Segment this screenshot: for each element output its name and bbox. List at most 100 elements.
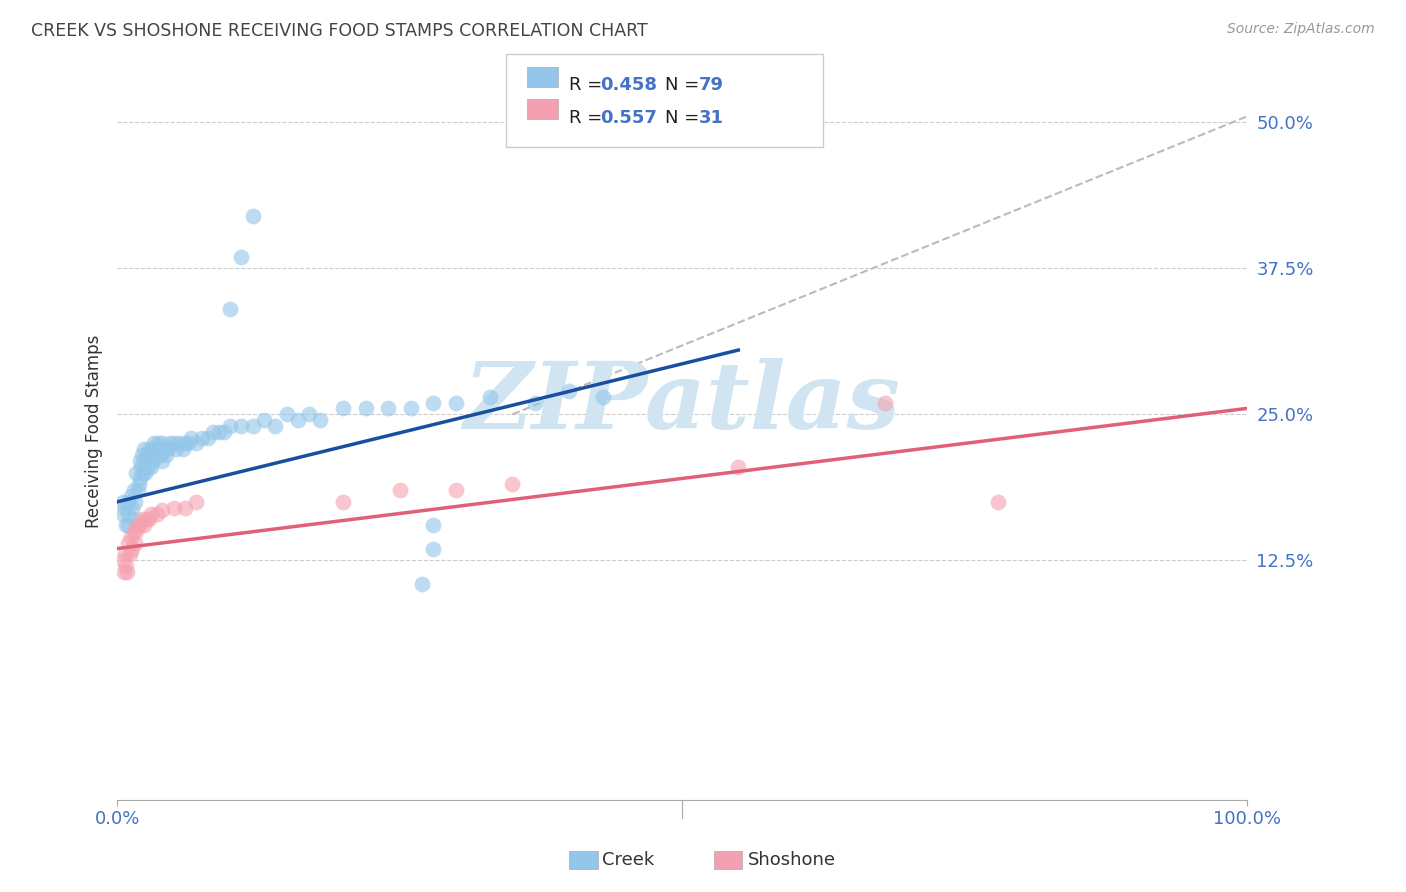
Point — [501, 477, 523, 491]
Point — [150, 503, 173, 517]
Point — [121, 541, 143, 556]
Point — [128, 471, 150, 485]
Point — [478, 390, 501, 404]
Point — [444, 483, 467, 498]
Point — [120, 530, 142, 544]
Point — [276, 407, 298, 421]
Text: 31: 31 — [699, 109, 724, 127]
Point — [111, 553, 134, 567]
Point — [143, 436, 166, 450]
Point — [242, 209, 264, 223]
Point — [191, 431, 214, 445]
Point — [125, 466, 148, 480]
Point — [127, 483, 149, 498]
Point — [153, 442, 176, 457]
Point — [139, 507, 162, 521]
Point — [264, 419, 287, 434]
Point — [219, 419, 242, 434]
Point — [135, 512, 157, 526]
Point — [117, 518, 139, 533]
Point — [524, 395, 547, 409]
Point — [163, 500, 186, 515]
Text: R =: R = — [569, 109, 609, 127]
Point — [354, 401, 377, 416]
Point — [138, 442, 160, 457]
Point — [298, 407, 321, 421]
Point — [208, 425, 231, 439]
Point — [118, 547, 141, 561]
Point — [377, 401, 399, 416]
Point — [165, 442, 187, 457]
Point — [124, 495, 146, 509]
Point — [186, 436, 208, 450]
Point — [169, 436, 191, 450]
Text: N =: N = — [665, 109, 704, 127]
Point — [214, 425, 236, 439]
Point — [332, 401, 354, 416]
Point — [115, 518, 138, 533]
Point — [155, 448, 177, 462]
Text: 0.458: 0.458 — [600, 76, 658, 94]
Point — [139, 448, 162, 462]
Point — [422, 541, 444, 556]
Point — [219, 302, 242, 317]
Point — [156, 442, 179, 457]
Point — [987, 495, 1010, 509]
Point — [399, 401, 422, 416]
Point — [411, 576, 433, 591]
Point — [124, 535, 146, 549]
Point — [253, 413, 276, 427]
Point — [131, 448, 153, 462]
Point — [332, 495, 354, 509]
Point — [138, 512, 160, 526]
Point — [117, 507, 139, 521]
Point — [150, 436, 173, 450]
Text: 79: 79 — [699, 76, 724, 94]
Text: Creek: Creek — [602, 851, 654, 869]
Point — [145, 442, 167, 457]
Point — [122, 483, 145, 498]
Text: CREEK VS SHOSHONE RECEIVING FOOD STAMPS CORRELATION CHART: CREEK VS SHOSHONE RECEIVING FOOD STAMPS … — [31, 22, 648, 40]
Text: ZIPatlas: ZIPatlas — [464, 358, 900, 448]
Point — [134, 466, 156, 480]
Point — [172, 442, 194, 457]
Point — [135, 448, 157, 462]
Point — [121, 500, 143, 515]
Point — [122, 512, 145, 526]
Point — [145, 448, 167, 462]
Point — [150, 454, 173, 468]
Point — [131, 512, 153, 526]
Point — [120, 489, 142, 503]
Text: N =: N = — [665, 76, 704, 94]
Point — [112, 565, 135, 579]
Point — [114, 547, 136, 561]
Point — [592, 390, 614, 404]
Point — [163, 436, 186, 450]
Point — [177, 436, 200, 450]
Point — [128, 454, 150, 468]
Point — [127, 518, 149, 533]
Point — [142, 454, 165, 468]
Point — [174, 436, 197, 450]
Point — [287, 413, 309, 427]
Point — [146, 436, 169, 450]
Point — [145, 507, 167, 521]
Point — [309, 413, 332, 427]
Text: Shoshone: Shoshone — [748, 851, 837, 869]
Point — [242, 419, 264, 434]
Point — [388, 483, 411, 498]
Point — [180, 431, 202, 445]
Point — [444, 395, 467, 409]
Point — [114, 500, 136, 515]
Point — [128, 518, 150, 533]
Y-axis label: Receiving Food Stamps: Receiving Food Stamps — [86, 335, 103, 528]
Point — [159, 436, 181, 450]
Point — [115, 559, 138, 574]
Point — [117, 495, 139, 509]
Point — [117, 565, 139, 579]
Text: Source: ZipAtlas.com: Source: ZipAtlas.com — [1227, 22, 1375, 37]
Point — [134, 454, 156, 468]
Point — [129, 459, 152, 474]
Point — [186, 495, 208, 509]
Point — [111, 507, 134, 521]
